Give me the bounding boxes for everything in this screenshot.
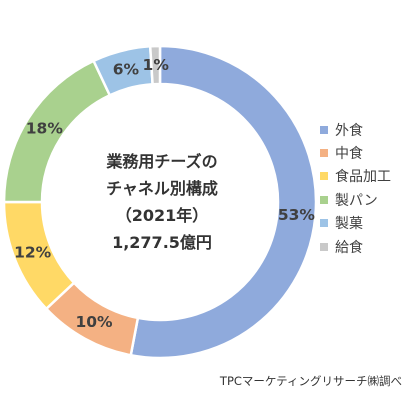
slice-1	[129, 44, 318, 360]
legend-swatch	[320, 125, 328, 134]
legend-label: 食品加工	[335, 169, 391, 186]
value-label-1: 53%	[278, 206, 316, 224]
legend-label: 製パン	[335, 192, 378, 209]
legend-swatch	[320, 172, 328, 181]
donut-slices	[2, 44, 318, 360]
source-note: TPCマーケティングリサーチ㈱調べ	[219, 374, 402, 388]
legend-item-bakery: 製パン	[320, 188, 391, 211]
value-label-5: 6%	[113, 60, 140, 78]
legend-item-gaishoku: 外食	[320, 118, 391, 141]
legend-swatch	[320, 195, 328, 204]
legend-item-nakashoku: 中食	[320, 141, 391, 164]
legend: 外食 中食 食品加工 製パン 製菓 給食	[320, 118, 391, 258]
legend-label: 中食	[335, 146, 363, 163]
chart-title-line-1: 業務用チーズの	[106, 152, 218, 171]
value-labels: 53% 10% 12% 18% 6% 1%	[14, 56, 315, 331]
legend-item-confectionery: 製菓	[320, 212, 391, 235]
value-label-4: 18%	[26, 120, 64, 138]
legend-label: 給食	[335, 239, 363, 256]
legend-swatch	[320, 242, 328, 251]
chart-title-line-4: 1,277.5億円	[112, 233, 212, 252]
value-label-6: 1%	[143, 56, 170, 74]
legend-swatch	[320, 149, 328, 158]
legend-swatch	[320, 219, 328, 228]
legend-item-food-processing: 食品加工	[320, 165, 391, 188]
legend-label: 外食	[335, 122, 363, 139]
slice-6	[148, 44, 162, 86]
legend-item-school-lunch: 給食	[320, 235, 391, 258]
legend-label: 製菓	[335, 216, 363, 233]
chart-title-line-2: チャネル別構成	[106, 179, 218, 198]
chart-title: 業務用チーズの チャネル別構成 （2021年） 1,277.5億円	[84, 148, 240, 256]
chart-title-line-3: （2021年）	[115, 206, 209, 225]
value-label-2: 10%	[75, 313, 113, 331]
value-label-3: 12%	[14, 243, 52, 261]
